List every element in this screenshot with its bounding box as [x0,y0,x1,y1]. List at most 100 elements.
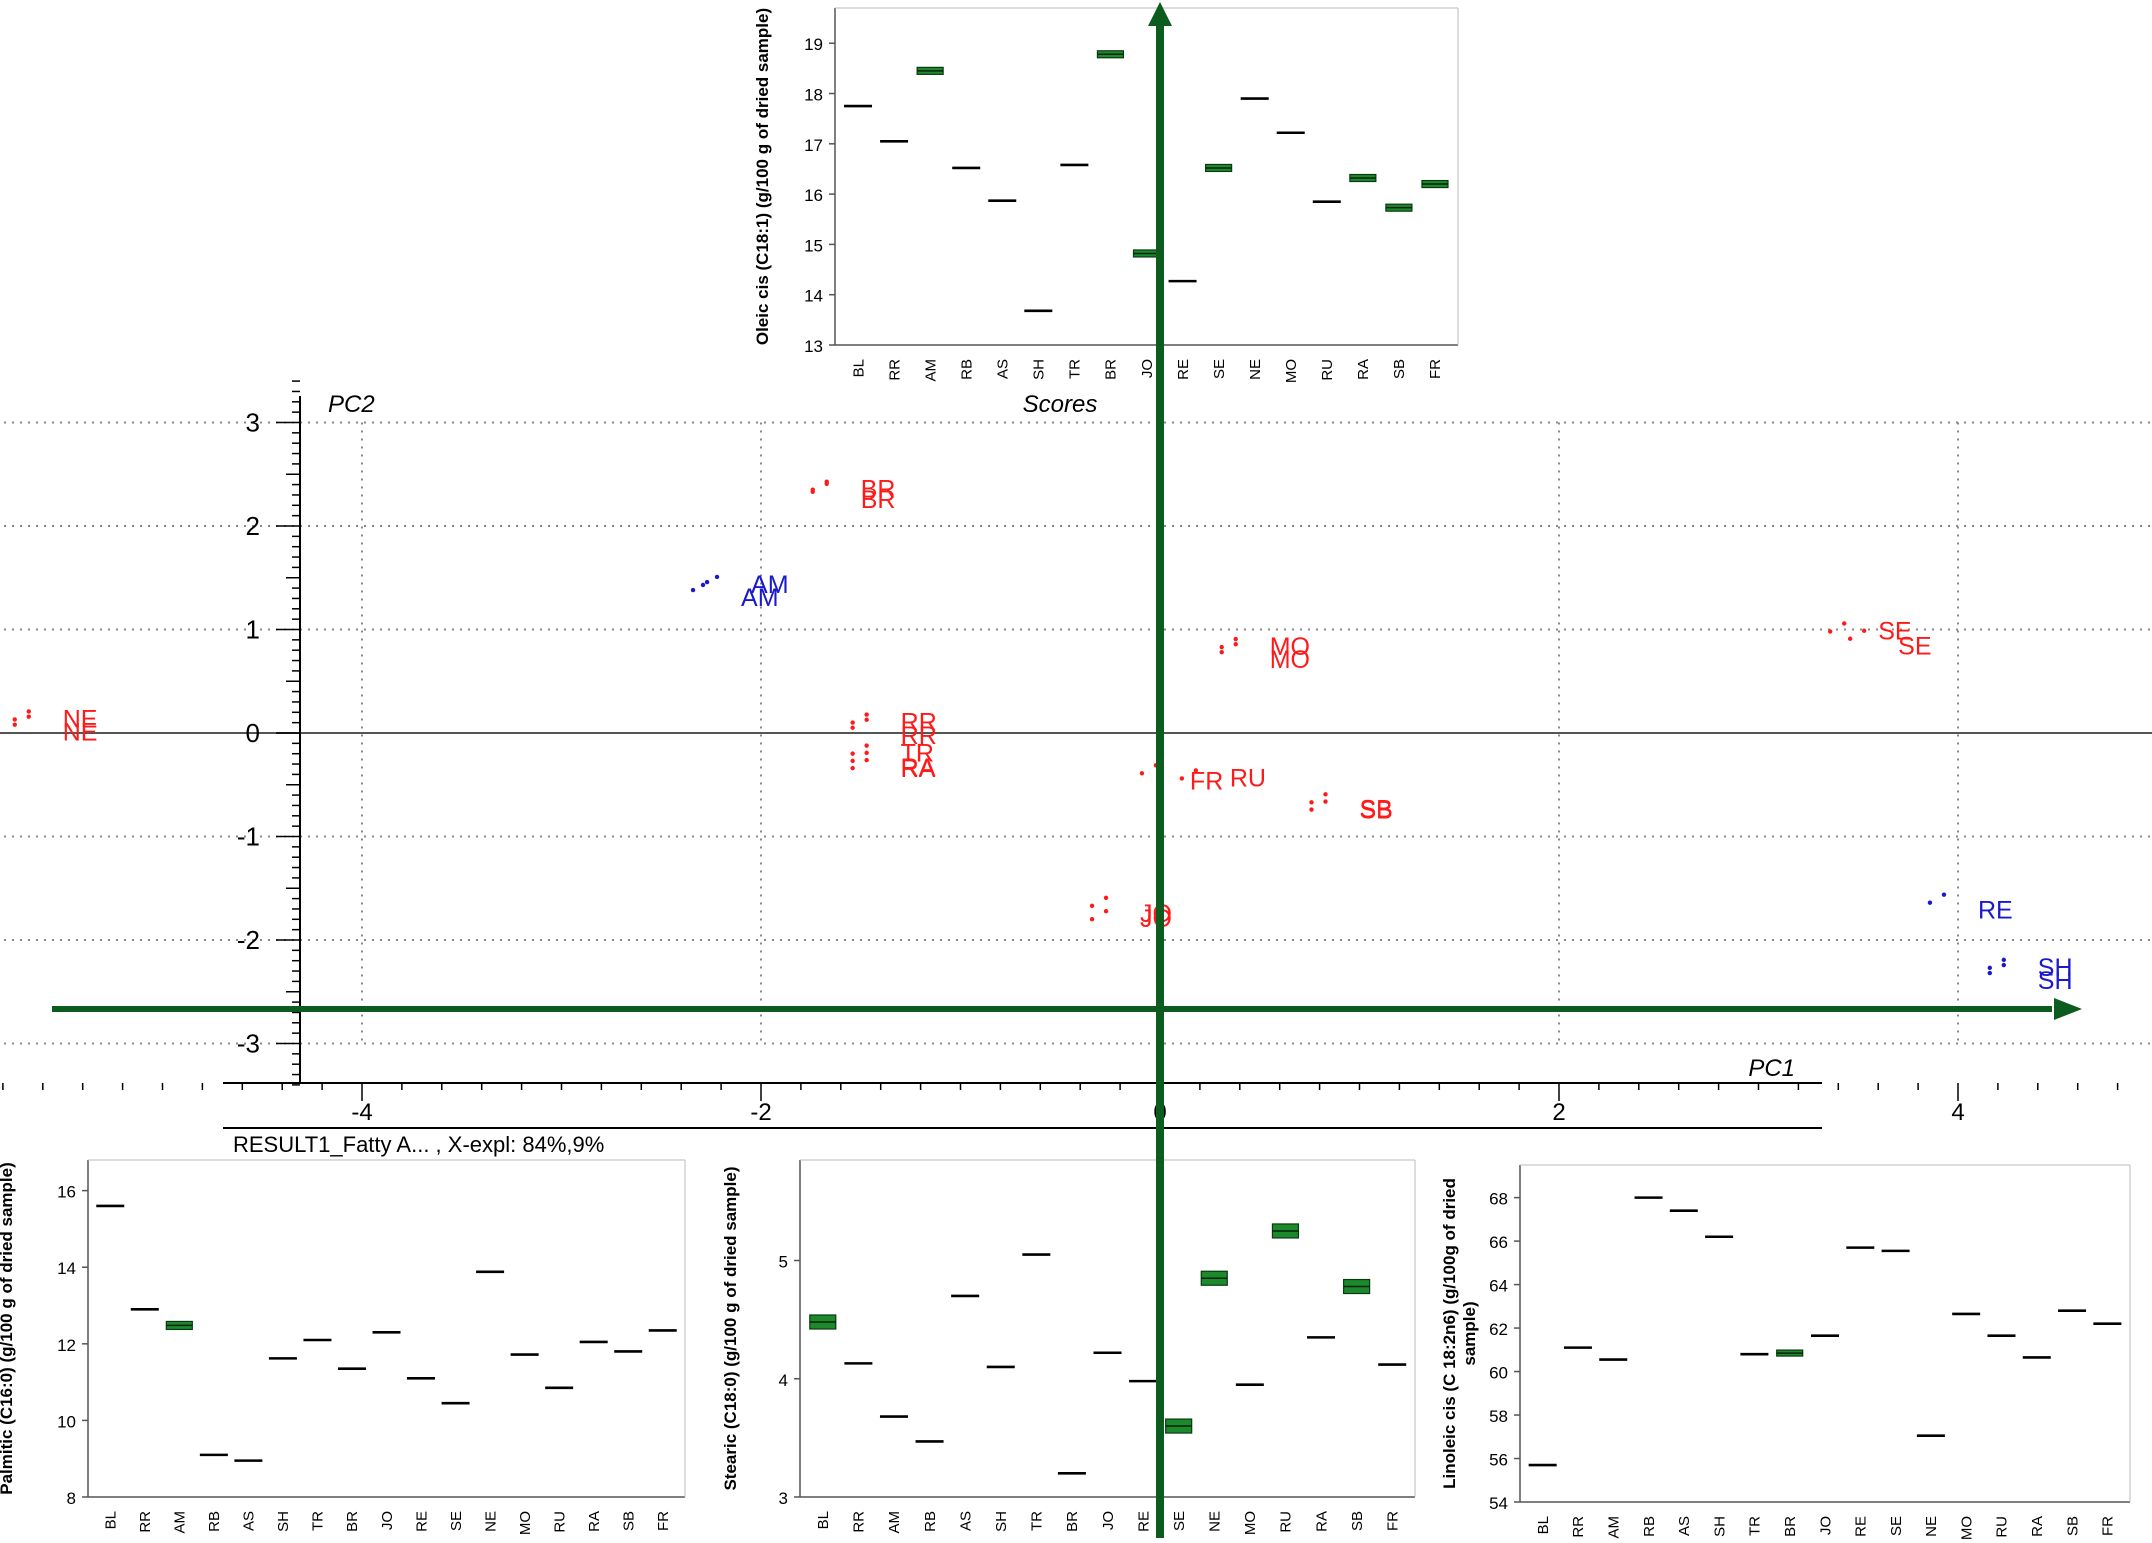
boxplot-y-axis-title: Palmitic (C16:0) (g/100 g of dried sampl… [0,1162,16,1495]
boxplot-category-label: BR [1782,1516,1799,1537]
boxplot-category-label: SE [448,1511,465,1531]
boxplot-y-tick-label: 16 [57,1183,76,1202]
boxplot-y-tick-label: 13 [804,337,823,356]
score-point [824,481,829,486]
score-point [1309,807,1314,812]
score-point [1842,621,1847,626]
boxplot-category-label: BR [344,1511,361,1532]
boxplot-category-label: MO [1242,1511,1259,1535]
score-point [1323,792,1328,797]
boxplot-category-label: RA [586,1511,603,1532]
boxplot-y-axis-title: Linoleic cis (C 18:2n6) (g/100g of dried… [1440,1178,1479,1489]
boxplot-y-tick-label: 5 [779,1253,788,1272]
x-tick-label: 4 [1951,1099,1964,1126]
score-label: RA [901,755,936,783]
score-point [690,587,696,593]
boxplot-category-label: RB [206,1511,223,1532]
boxplot-category-label: FR [1384,1511,1401,1531]
score-label: RE [1978,897,2013,925]
score-label: NE [63,705,98,733]
boxplot-category-label: AM [1605,1516,1622,1539]
boxplot-y-tick-label: 54 [1489,1494,1508,1513]
boxplot-category-label: AM [172,1511,189,1534]
score-point [850,725,855,730]
boxplot-category-label: RE [1175,359,1192,380]
score-label: SH [2038,954,2073,982]
boxplot-y-tick-label: 58 [1489,1407,1508,1426]
boxplot-category-label: NE [1923,1516,1940,1537]
score-point [850,720,855,725]
score-label: RR [901,722,937,750]
boxplot-category-label: MO [1283,359,1300,383]
boxplot-category-label: TR [1747,1516,1764,1536]
score-point [1103,909,1109,914]
scores-plot: 3210-1-2-3-8-6-4-20246PC2ScoresPC1RESULT… [0,380,2152,1157]
y-tick-label: -3 [237,1029,260,1059]
x-tick-label: -4 [351,1099,372,1126]
boxplot-category-label: RR [1570,1516,1587,1538]
boxplot-y-tick-label: 68 [1489,1190,1508,1209]
boxplot-category-label: AS [1676,1516,1693,1536]
boxplot-category-label: BL [850,359,867,377]
palmitic-boxplot: 16 14 12 10 8 BL RR AM RB AS SH TR BR JO RE SE NE MO RU RA S… [0,1159,686,1535]
boxplot-category-label: RB [958,359,975,380]
boxplot-y-tick-label: 8 [67,1489,76,1508]
boxplot-y-tick-label: 4 [779,1371,788,1390]
score-point [12,717,17,722]
score-point [704,579,710,585]
boxplot-category-label: NE [482,1511,499,1532]
score-label: BR [861,486,896,514]
boxplot-y-tick-label: 64 [1489,1277,1508,1296]
y-tick-label: -2 [237,925,260,955]
x-axis-title: PC1 [1748,1055,1795,1082]
score-label: SE [1878,618,1911,646]
boxplot-y-tick-label: 14 [804,287,823,306]
score-point [810,489,815,494]
boxplot-category-label: BL [103,1511,120,1529]
score-point [864,750,869,756]
score-label: AM [751,571,789,599]
boxplot-category-label: AS [995,359,1012,379]
boxplot-y-tick-label: 66 [1489,1233,1508,1252]
boxplot-category-label: AM [886,1511,903,1534]
boxplot-category-label: RE [1853,1516,1870,1537]
boxplot-y-axis-title: Stearic (C18:0) (g/100 g of dried sample… [721,1166,740,1490]
boxplot-category-label: AS [957,1511,974,1531]
score-point [1089,917,1095,922]
boxplot-category-label: RE [1135,1511,1152,1532]
footer-caption: RESULT1_Fatty A... , X-expl: 84%,9% [233,1132,604,1157]
score-point [1847,636,1853,641]
boxplot-category-label: JO [379,1511,396,1530]
boxplot-category-label: MO [517,1511,534,1535]
score-point [1103,895,1109,900]
boxplot-y-tick-label: 18 [804,86,823,105]
boxplot-category-label: BR [1064,1511,1081,1532]
boxplot-category-label: SE [1211,359,1228,379]
boxplot-category-label: SH [275,1511,292,1532]
y-tick-label: 2 [246,511,260,541]
boxplot-category-label: TR [1067,359,1084,379]
boxplot-category-label: RR [886,359,903,381]
boxplot-category-label: BL [1535,1516,1552,1534]
score-point [850,751,855,756]
chart-title: Scores [1023,391,1098,418]
boxplot-category-label: SH [1031,359,1048,380]
score-point [1987,970,1993,976]
boxplot-category-label: RU [1994,1516,2011,1538]
y-axis-title: PC2 [328,391,375,418]
boxplot-category-label: RU [1319,359,1336,381]
score-point [26,714,31,719]
boxplot-category-label: RR [851,1511,868,1533]
boxplot-y-tick-label: 12 [57,1336,76,1355]
score-point [1927,900,1933,905]
boxplot-category-label: RA [1313,1511,1330,1532]
boxplot-category-label: RU [1278,1511,1295,1533]
score-label: SE [1898,633,1931,661]
boxplot-category-label: NE [1247,359,1264,380]
score-label: BR [861,476,896,504]
score-point [1233,642,1238,647]
boxplot-y-tick-label: 56 [1489,1451,1508,1470]
score-point [864,757,869,763]
boxplot-y-tick-label: 19 [804,35,823,54]
